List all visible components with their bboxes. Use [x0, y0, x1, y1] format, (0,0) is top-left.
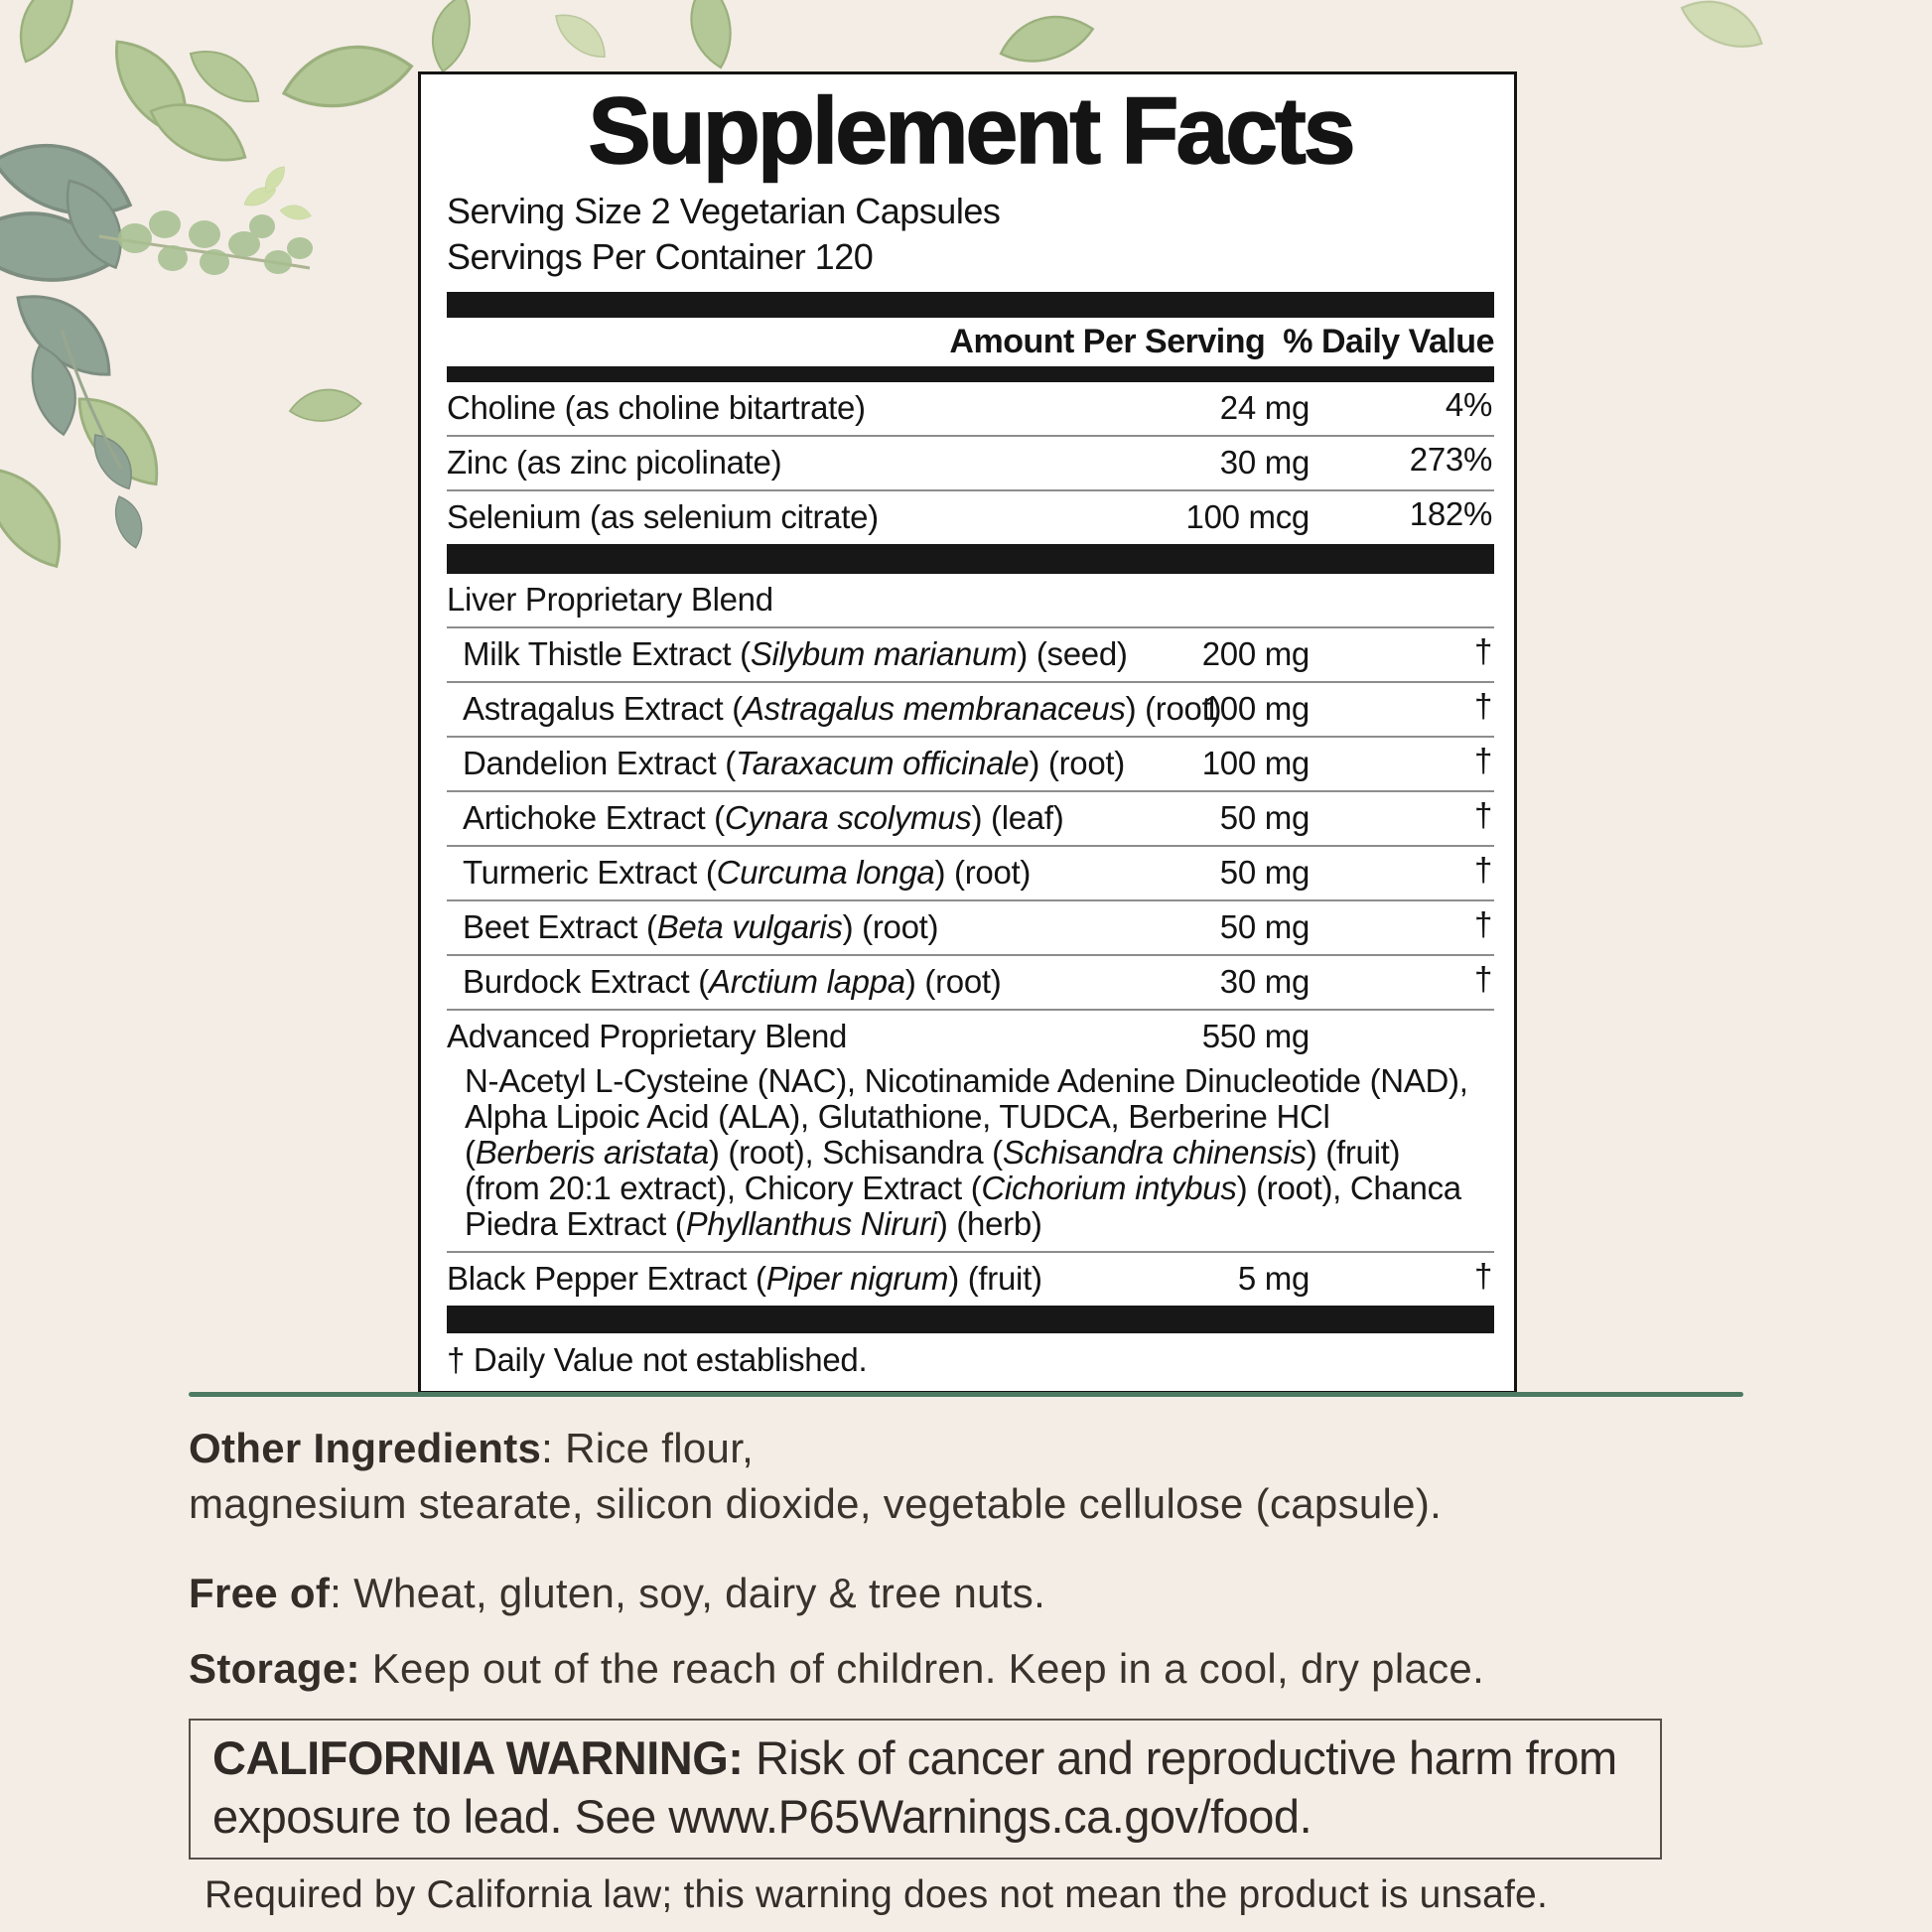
divider-bar-heavy — [447, 1305, 1494, 1333]
daily-value: † — [1473, 1256, 1492, 1294]
advanced-blend-line: (Berberis aristata) (root), Schisandra (… — [465, 1133, 1401, 1171]
table-row: Milk Thistle Extract (Silybum marianum) … — [447, 625, 1494, 681]
daily-value: † — [1473, 741, 1492, 778]
ingredient-name: Turmeric Extract (Curcuma longa) (root) — [463, 853, 1032, 891]
daily-value: † — [1473, 795, 1492, 833]
amount-value: 50 mg — [1219, 798, 1311, 836]
table-row: Selenium (as selenium citrate) 100 mcg 182… — [447, 488, 1494, 544]
liver-blend-rows: Milk Thistle Extract (Silybum marianum) … — [447, 625, 1494, 1009]
divider-bar-heavy — [447, 291, 1494, 318]
advanced-blend-line: Piedra Extract (Phyllanthus Niruri) (her… — [465, 1204, 1042, 1242]
ingredient-name: Choline (as choline bitartrate) — [447, 388, 866, 426]
additional-info: Other Ingredients: Rice flour, magnesium… — [189, 1392, 1745, 1917]
free-of-label: Free of — [189, 1570, 331, 1616]
ingredient-name: Artichoke Extract (Cynara scolymus) (lea… — [463, 798, 1064, 836]
amount-value: 30 mg — [1219, 443, 1311, 481]
amount-value: 200 mg — [1201, 634, 1311, 672]
california-warning-note: Required by California law; this warning… — [205, 1873, 1548, 1916]
california-warning-box: CALIFORNIA WARNING: Risk of cancer and r… — [189, 1719, 1662, 1860]
advanced-blend-label: Advanced Proprietary Blend — [447, 1017, 848, 1054]
advanced-blend-line: N-Acetyl L-Cysteine (NAC), Nicotinamide … — [465, 1061, 1468, 1099]
nutrient-rows: Choline (as choline bitartrate) 24 mg 4% Zi… — [447, 382, 1494, 544]
amount-column-header: Amount Per Serving — [949, 322, 1266, 360]
table-row: Choline (as choline bitartrate) 24 mg 4% — [447, 382, 1494, 435]
ingredient-name: Dandelion Extract (Taraxacum officinale)… — [463, 744, 1125, 781]
other-ingredients-line1: Other Ingredients: Rice flour, — [189, 1425, 755, 1471]
ingredient-name: Beet Extract (Beta vulgaris) (root) — [463, 907, 939, 945]
daily-value: † — [1473, 959, 1492, 997]
california-warning-label: CALIFORNIA WARNING: — [212, 1731, 744, 1784]
ingredient-name: Astragalus Extract (Astragalus membranac… — [463, 689, 1222, 727]
advanced-blend-line: Alpha Lipoic Acid (ALA), Glutathione, TU… — [465, 1097, 1330, 1135]
table-row: Zinc (as zinc picolinate) 30 mg 273% — [447, 434, 1494, 489]
table-row: Turmeric Extract (Curcuma longa) (root) 5… — [447, 844, 1494, 899]
daily-value-column-header: % Daily Value — [1283, 322, 1494, 360]
amount-value: 5 mg — [1237, 1259, 1310, 1297]
ingredient-name: Burdock Extract (Arctium lappa) (root) — [463, 962, 1002, 1000]
ingredient-name: Zinc (as zinc picolinate) — [447, 443, 782, 481]
table-header: Amount Per Serving % Daily Value — [447, 318, 1494, 366]
blend-section-row: Liver Proprietary Blend — [447, 574, 1494, 626]
amount-value: 100 mg — [1201, 744, 1311, 781]
ingredient-name: Milk Thistle Extract (Silybum marianum) … — [463, 634, 1128, 672]
other-ingredients-label: Other Ingredients — [189, 1425, 542, 1471]
daily-value: † — [1473, 686, 1492, 724]
amount-value: 50 mg — [1219, 907, 1311, 945]
ingredient-name: Selenium (as selenium citrate) — [447, 497, 879, 535]
advanced-blend-line: (from 20:1 extract), Chicory Extract (Ci… — [465, 1169, 1461, 1206]
daily-value: † — [1473, 850, 1492, 888]
amount-value: 100 mcg — [1185, 497, 1311, 535]
storage-label: Storage: — [189, 1645, 360, 1692]
servings-per-container: Servings Per Container 120 — [447, 235, 874, 277]
table-row: Beet Extract (Beta vulgaris) (root) 50 mg… — [447, 898, 1494, 954]
table-row: Dandelion Extract (Taraxacum officinale)… — [447, 735, 1494, 790]
black-pepper-row: Black Pepper Extract (Piper nigrum) (fru… — [447, 1250, 1494, 1306]
storage-line: Storage: Keep out of the reach of childr… — [189, 1645, 1485, 1692]
table-row: Astragalus Extract (Astragalus membranac… — [447, 680, 1494, 736]
advanced-blend-row: Advanced Proprietary Blend 550 mg — [447, 1008, 1494, 1063]
serving-size: Serving Size 2 Vegetarian Capsules — [447, 190, 1001, 231]
amount-value: 100 mg — [1201, 689, 1311, 727]
daily-value: 182% — [1409, 494, 1493, 532]
blend-section-label: Liver Proprietary Blend — [447, 580, 773, 618]
table-row: Burdock Extract (Arctium lappa) (root) 30… — [447, 953, 1494, 1009]
amount-value: 50 mg — [1219, 853, 1311, 891]
panel-title: Supplement Facts — [588, 78, 1357, 184]
daily-value-footnote: † Daily Value not established. — [447, 1340, 868, 1378]
amount-value: 24 mg — [1219, 388, 1311, 426]
daily-value: 4% — [1445, 385, 1492, 423]
divider-bar-heavy — [447, 543, 1494, 574]
free-of-line: Free of: Wheat, gluten, soy, dairy & tre… — [189, 1570, 1046, 1616]
daily-value: † — [1473, 904, 1492, 942]
amount-value: 30 mg — [1219, 962, 1311, 1000]
daily-value: † — [1473, 631, 1492, 669]
daily-value: 273% — [1409, 440, 1493, 478]
supplement-facts-panel: Supplement Facts Serving Size 2 Vegetari… — [418, 71, 1517, 1394]
amount-value: 550 mg — [1201, 1017, 1311, 1054]
advanced-blend-ingredients: N-Acetyl L-Cysteine (NAC), Nicotinamide … — [447, 1061, 1494, 1251]
green-divider-rule — [189, 1392, 1743, 1397]
divider-bar-thin — [447, 365, 1494, 382]
other-ingredients-line2: magnesium stearate, silicon dioxide, veg… — [189, 1480, 1443, 1527]
ingredient-name: Black Pepper Extract (Piper nigrum) (fru… — [447, 1259, 1042, 1297]
table-row: Artichoke Extract (Cynara scolymus) (lea… — [447, 789, 1494, 845]
